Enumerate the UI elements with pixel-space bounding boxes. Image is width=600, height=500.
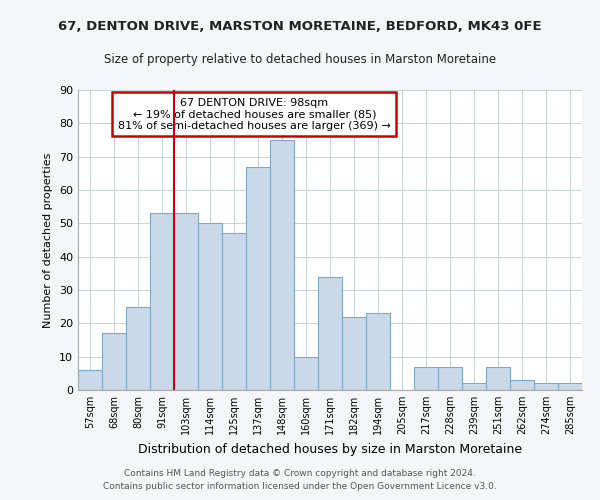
Bar — [534, 384, 558, 390]
Bar — [270, 140, 294, 390]
Bar — [294, 356, 318, 390]
Text: 67, DENTON DRIVE, MARSTON MORETAINE, BEDFORD, MK43 0FE: 67, DENTON DRIVE, MARSTON MORETAINE, BED… — [58, 20, 542, 33]
Bar — [414, 366, 438, 390]
Bar — [438, 366, 462, 390]
Bar — [126, 306, 150, 390]
Bar — [150, 214, 174, 390]
Y-axis label: Number of detached properties: Number of detached properties — [43, 152, 53, 328]
Text: Contains public sector information licensed under the Open Government Licence v3: Contains public sector information licen… — [103, 482, 497, 491]
Bar — [342, 316, 366, 390]
Bar — [558, 384, 582, 390]
Bar — [78, 370, 102, 390]
Bar — [486, 366, 510, 390]
Text: 67 DENTON DRIVE: 98sqm
← 19% of detached houses are smaller (85)
81% of semi-det: 67 DENTON DRIVE: 98sqm ← 19% of detached… — [118, 98, 391, 130]
Bar — [462, 384, 486, 390]
Text: Contains HM Land Registry data © Crown copyright and database right 2024.: Contains HM Land Registry data © Crown c… — [124, 468, 476, 477]
Bar — [246, 166, 270, 390]
Bar — [222, 234, 246, 390]
X-axis label: Distribution of detached houses by size in Marston Moretaine: Distribution of detached houses by size … — [138, 442, 522, 456]
Bar — [510, 380, 534, 390]
Bar — [102, 334, 126, 390]
Bar — [174, 214, 198, 390]
Bar — [318, 276, 342, 390]
Bar — [198, 224, 222, 390]
Bar — [366, 314, 390, 390]
Text: Size of property relative to detached houses in Marston Moretaine: Size of property relative to detached ho… — [104, 52, 496, 66]
